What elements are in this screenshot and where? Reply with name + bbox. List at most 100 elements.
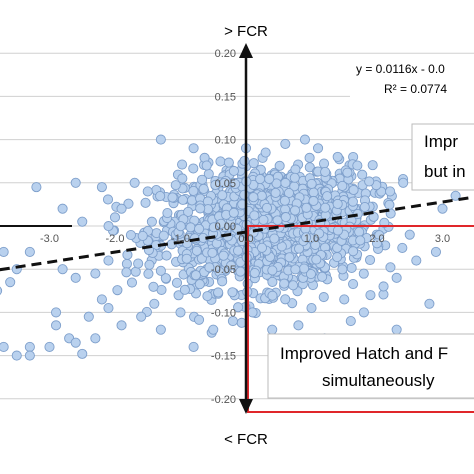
data-point <box>227 287 238 298</box>
data-point <box>198 183 209 195</box>
data-point <box>197 174 208 185</box>
data-point <box>359 202 370 213</box>
bottom-annotation-line2: simultaneously <box>322 371 435 390</box>
scatter-points <box>0 134 474 361</box>
data-point <box>280 212 291 223</box>
data-point <box>385 186 396 197</box>
data-point <box>317 271 328 282</box>
data-point <box>354 226 365 237</box>
data-point <box>227 315 238 327</box>
data-point <box>160 273 171 284</box>
data-point <box>162 207 173 219</box>
data-point <box>204 262 215 273</box>
data-point <box>230 178 241 189</box>
data-point <box>264 173 275 185</box>
data-point <box>352 160 363 171</box>
data-point <box>269 233 280 244</box>
data-point <box>249 210 260 221</box>
data-point <box>248 192 259 203</box>
data-point <box>123 198 134 209</box>
data-point <box>267 324 278 335</box>
data-point <box>314 228 325 239</box>
data-point <box>332 151 343 162</box>
data-point <box>177 159 188 170</box>
data-point <box>223 157 234 168</box>
equation-background <box>350 58 474 102</box>
data-point <box>103 255 114 266</box>
data-point <box>450 190 461 201</box>
data-point <box>404 229 415 240</box>
data-point <box>216 218 227 229</box>
data-point <box>70 177 81 188</box>
data-point <box>255 174 266 185</box>
data-point <box>437 203 448 214</box>
data-point <box>367 160 378 171</box>
data-point <box>239 189 250 200</box>
data-point <box>90 333 101 344</box>
data-point <box>411 255 422 266</box>
data-point <box>177 194 188 205</box>
data-point <box>31 182 42 193</box>
data-point <box>364 254 376 266</box>
data-point <box>391 272 402 283</box>
data-point <box>186 195 198 206</box>
data-point <box>339 294 350 305</box>
bottom-annotation-box <box>267 333 474 399</box>
data-point <box>348 279 359 290</box>
data-point <box>96 182 107 193</box>
data-point <box>322 191 333 202</box>
data-point <box>289 172 300 183</box>
data-point <box>430 246 442 257</box>
data-point <box>391 324 402 335</box>
data-point <box>398 177 409 188</box>
data-point <box>248 158 259 169</box>
data-point <box>337 264 348 275</box>
data-point <box>188 143 199 154</box>
highlight-box <box>247 225 474 413</box>
data-point <box>121 258 132 269</box>
data-point <box>143 268 154 279</box>
data-point <box>179 284 190 295</box>
data-point <box>298 263 310 274</box>
trendline-equation: y = 0.0116x - 0.0 <box>356 62 445 76</box>
data-point <box>270 187 281 198</box>
data-point <box>232 245 244 256</box>
data-point <box>126 277 138 288</box>
data-point <box>215 156 226 167</box>
data-point <box>337 180 348 192</box>
y-axis-bottom-label: < FCR <box>224 431 268 448</box>
data-point <box>308 187 319 198</box>
y-tick-label: 0.05 <box>215 178 236 190</box>
data-point <box>368 211 379 222</box>
data-point <box>312 143 324 154</box>
data-point <box>267 265 278 276</box>
data-point <box>318 158 330 169</box>
data-point <box>358 268 369 279</box>
data-point <box>136 311 147 322</box>
data-point <box>208 324 219 335</box>
data-point <box>320 202 331 213</box>
data-point <box>51 320 62 331</box>
y-tick-label: 0.15 <box>215 91 236 103</box>
data-point <box>103 221 114 232</box>
data-point <box>280 177 291 189</box>
data-point <box>140 197 151 208</box>
y-tick-label: -0.15 <box>211 351 236 363</box>
data-point <box>121 267 132 278</box>
data-point <box>207 247 218 258</box>
data-point <box>175 221 186 232</box>
data-point <box>357 169 368 180</box>
data-point <box>301 202 312 213</box>
data-point <box>188 163 199 174</box>
data-point <box>228 165 239 177</box>
data-point <box>77 216 88 227</box>
data-point <box>235 266 246 277</box>
data-point <box>424 298 435 309</box>
data-point <box>201 160 212 171</box>
data-point <box>44 341 55 353</box>
data-point <box>148 281 159 292</box>
data-point <box>348 184 359 196</box>
data-point <box>318 292 329 303</box>
data-point <box>345 315 356 327</box>
